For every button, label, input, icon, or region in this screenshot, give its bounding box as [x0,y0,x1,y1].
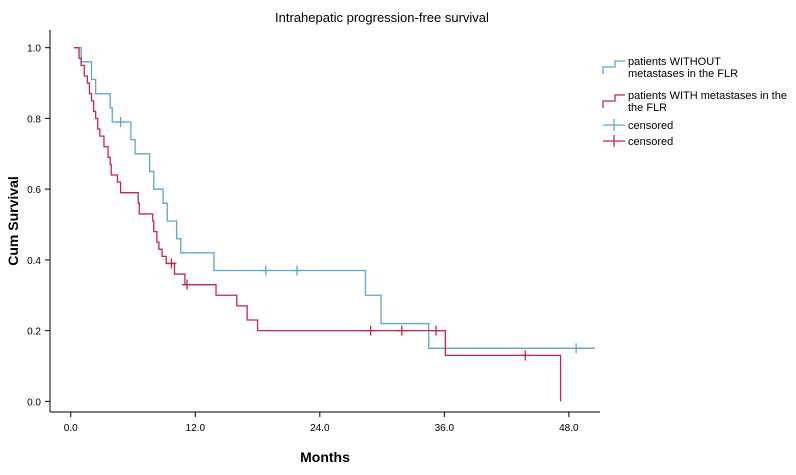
plot-area [73,47,595,402]
legend-item-censored: censored [603,135,673,148]
censor-mark [166,258,177,269]
x-tick-label: 48.0 [559,423,579,434]
censor-mark [115,116,126,127]
y-tick-label: 0.4 [27,256,41,267]
survival-step-line [73,47,562,402]
x-tick-label: 12.0 [186,423,206,434]
legend-swatch [602,94,625,108]
x-tick-label: 0.0 [64,423,78,434]
x-axis-title: Months [300,449,350,465]
y-tick-label: 0.8 [27,114,41,125]
censor-mark [520,350,531,361]
censor-mark [260,265,271,276]
censor-mark [291,265,302,276]
series-without-metastases [73,47,595,354]
legend-swatch [602,60,625,74]
legend-label: censored [628,120,673,132]
legend-label: the FLR [628,102,667,114]
x-tick-label: 24.0 [310,423,330,434]
y-tick-label: 0.0 [27,397,41,408]
survival-step-line [73,47,595,349]
legend-label: patients WITH metastases in the [628,90,787,102]
y-tick-label: 0.2 [27,327,41,338]
legend-label: censored [628,136,673,148]
censor-mark [365,325,376,336]
chart-title: Intrahepatic progression-free survival [275,10,489,25]
y-tick-label: 1.0 [27,44,41,55]
x-tick-label: 36.0 [435,423,455,434]
censor-mark [181,279,192,290]
legend-item-censored: censored [603,119,673,132]
legend-label: metastases in the FLR [628,68,738,80]
y-ticks: 0.0 0.2 0.4 0.6 0.8 1.0 [27,44,50,408]
y-tick-label: 0.6 [27,185,41,196]
x-ticks: 0.0 12.0 24.0 36.0 48.0 [64,412,579,434]
legend-label: patients WITHOUT [628,56,721,68]
censor-mark [571,343,582,354]
series-with-metastases [73,47,562,402]
censor-mark [396,325,407,336]
censor-mark [431,325,442,336]
y-axis-title: Cum Survival [5,176,21,265]
